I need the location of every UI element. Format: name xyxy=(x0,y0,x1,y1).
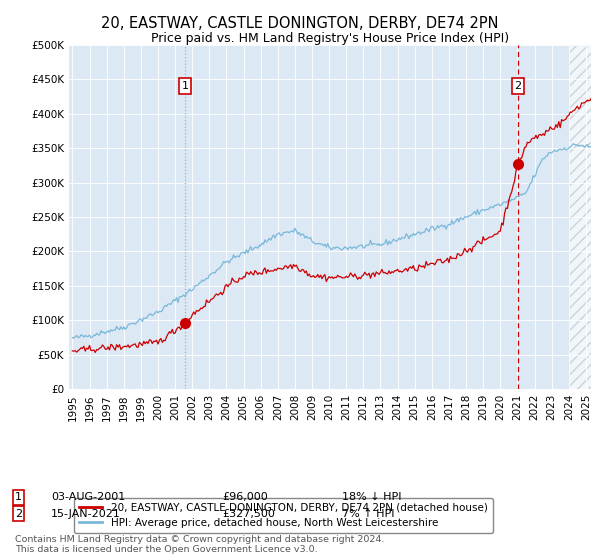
Text: £327,500: £327,500 xyxy=(222,508,275,519)
Text: £96,000: £96,000 xyxy=(222,492,268,502)
Text: 15-JAN-2021: 15-JAN-2021 xyxy=(51,508,121,519)
Legend: 20, EASTWAY, CASTLE DONINGTON, DERBY, DE74 2PN (detached house), HPI: Average pr: 20, EASTWAY, CASTLE DONINGTON, DERBY, DE… xyxy=(74,498,493,533)
Text: 18% ↓ HPI: 18% ↓ HPI xyxy=(342,492,401,502)
Text: 2: 2 xyxy=(515,81,521,91)
Bar xyxy=(569,45,600,389)
Text: 1: 1 xyxy=(15,492,22,502)
Text: 1: 1 xyxy=(182,81,188,91)
Text: 20, EASTWAY, CASTLE DONINGTON, DERBY, DE74 2PN: 20, EASTWAY, CASTLE DONINGTON, DERBY, DE… xyxy=(101,16,499,31)
Title: Price paid vs. HM Land Registry's House Price Index (HPI): Price paid vs. HM Land Registry's House … xyxy=(151,32,509,45)
Text: 03-AUG-2001: 03-AUG-2001 xyxy=(51,492,125,502)
Text: Contains HM Land Registry data © Crown copyright and database right 2024.
This d: Contains HM Land Registry data © Crown c… xyxy=(15,535,385,554)
Text: 2: 2 xyxy=(15,508,22,519)
Text: 7% ↑ HPI: 7% ↑ HPI xyxy=(342,508,395,519)
